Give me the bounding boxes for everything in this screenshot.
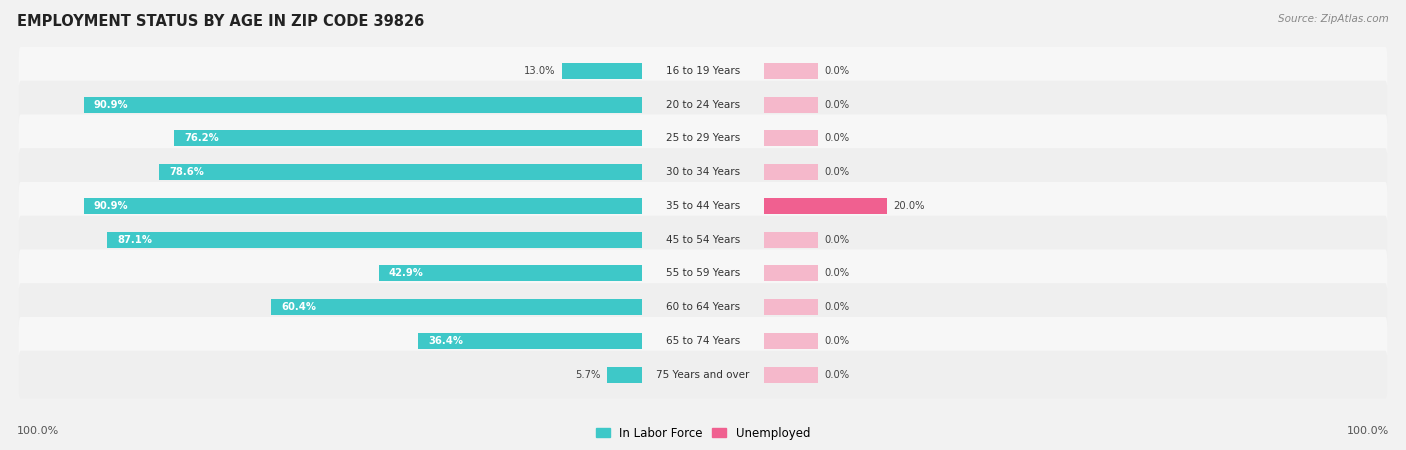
Text: 90.9%: 90.9% (94, 99, 128, 110)
Text: 35 to 44 Years: 35 to 44 Years (666, 201, 740, 211)
Text: 0.0%: 0.0% (824, 133, 849, 144)
Text: 20 to 24 Years: 20 to 24 Years (666, 99, 740, 110)
Text: 0.0%: 0.0% (824, 234, 849, 245)
FancyBboxPatch shape (18, 249, 1388, 297)
Bar (763, 266, 818, 282)
FancyBboxPatch shape (18, 148, 1388, 196)
FancyBboxPatch shape (18, 114, 1388, 162)
FancyBboxPatch shape (18, 351, 1388, 399)
Text: 100.0%: 100.0% (1347, 427, 1389, 436)
Text: 60 to 64 Years: 60 to 64 Years (666, 302, 740, 312)
Bar (607, 366, 643, 382)
Text: 76.2%: 76.2% (184, 133, 219, 144)
Text: 5.7%: 5.7% (575, 369, 600, 380)
Text: 13.0%: 13.0% (524, 66, 555, 76)
Text: 36.4%: 36.4% (429, 336, 464, 346)
Text: 20.0%: 20.0% (893, 201, 925, 211)
Bar (763, 333, 818, 349)
Text: 0.0%: 0.0% (824, 302, 849, 312)
Text: 65 to 74 Years: 65 to 74 Years (666, 336, 740, 346)
FancyBboxPatch shape (18, 182, 1388, 230)
Bar (83, 198, 643, 214)
FancyBboxPatch shape (18, 283, 1388, 331)
Bar (562, 63, 643, 79)
FancyBboxPatch shape (18, 216, 1388, 264)
Bar (763, 231, 818, 248)
Bar (378, 266, 643, 282)
Bar (419, 333, 643, 349)
Text: 0.0%: 0.0% (824, 336, 849, 346)
Bar (159, 164, 643, 180)
FancyBboxPatch shape (18, 317, 1388, 365)
Text: 0.0%: 0.0% (824, 167, 849, 177)
Text: 100.0%: 100.0% (17, 427, 59, 436)
Text: EMPLOYMENT STATUS BY AGE IN ZIP CODE 39826: EMPLOYMENT STATUS BY AGE IN ZIP CODE 398… (17, 14, 425, 28)
Bar (174, 130, 643, 146)
Text: 0.0%: 0.0% (824, 369, 849, 380)
Bar (763, 164, 818, 180)
Text: 75 Years and over: 75 Years and over (657, 369, 749, 380)
Text: 78.6%: 78.6% (169, 167, 204, 177)
Bar (763, 96, 818, 112)
Text: Source: ZipAtlas.com: Source: ZipAtlas.com (1278, 14, 1389, 23)
Text: 30 to 34 Years: 30 to 34 Years (666, 167, 740, 177)
Text: 55 to 59 Years: 55 to 59 Years (666, 268, 740, 279)
Bar (107, 231, 643, 248)
Text: 0.0%: 0.0% (824, 66, 849, 76)
Bar (763, 299, 818, 315)
Text: 90.9%: 90.9% (94, 201, 128, 211)
Text: 16 to 19 Years: 16 to 19 Years (666, 66, 740, 76)
Bar (763, 366, 818, 382)
Bar (763, 198, 887, 214)
Text: 0.0%: 0.0% (824, 99, 849, 110)
Legend: In Labor Force, Unemployed: In Labor Force, Unemployed (596, 427, 810, 440)
Text: 0.0%: 0.0% (824, 268, 849, 279)
Bar (763, 130, 818, 146)
Text: 87.1%: 87.1% (117, 234, 152, 245)
FancyBboxPatch shape (18, 81, 1388, 129)
FancyBboxPatch shape (18, 47, 1388, 95)
Text: 60.4%: 60.4% (281, 302, 316, 312)
Bar (271, 299, 643, 315)
Text: 42.9%: 42.9% (388, 268, 423, 279)
Bar (83, 96, 643, 112)
Bar (763, 63, 818, 79)
Text: 25 to 29 Years: 25 to 29 Years (666, 133, 740, 144)
Text: 45 to 54 Years: 45 to 54 Years (666, 234, 740, 245)
